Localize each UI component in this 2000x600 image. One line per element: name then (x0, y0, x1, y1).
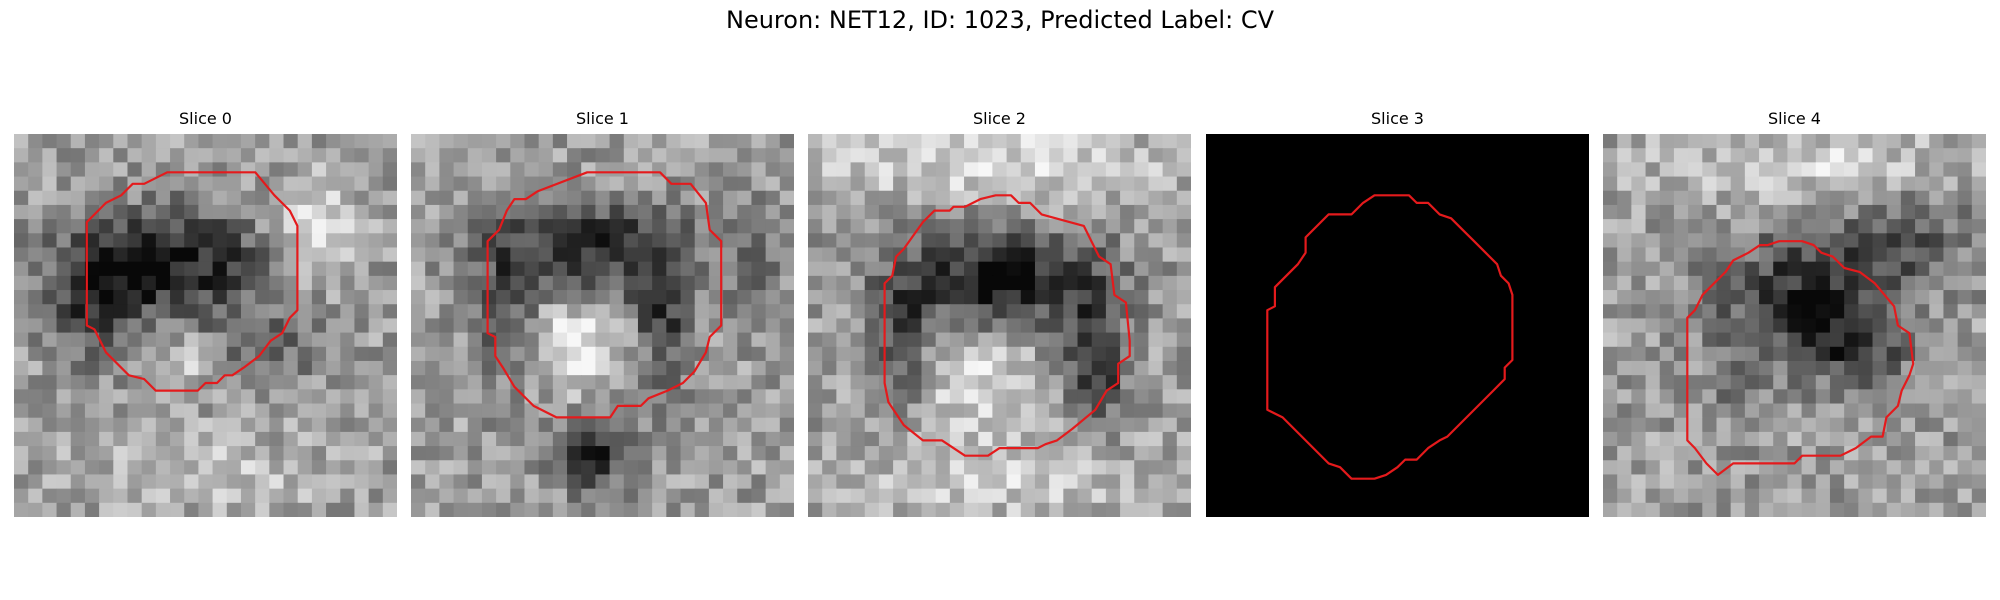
panel-title-slice-2: Slice 2 (973, 109, 1026, 128)
panel-title-slice-1: Slice 1 (576, 109, 629, 128)
slice-4-image (1603, 134, 1986, 517)
contour-outline (486, 171, 723, 419)
panel-title-slice-4: Slice 4 (1768, 109, 1821, 128)
slice-0-image (14, 134, 397, 517)
slice-2-image (808, 134, 1191, 517)
contour-outline (1686, 240, 1915, 476)
figure-title: Neuron: NET12, ID: 1023, Predicted Label… (726, 6, 1274, 34)
slice-1-image (411, 134, 794, 517)
slice-3-image (1206, 134, 1589, 517)
panel-title-slice-3: Slice 3 (1371, 109, 1424, 128)
contour-outline (85, 171, 299, 392)
contour-outline (1266, 194, 1514, 480)
contour-outline (883, 194, 1131, 457)
panel-title-slice-0: Slice 0 (179, 109, 232, 128)
